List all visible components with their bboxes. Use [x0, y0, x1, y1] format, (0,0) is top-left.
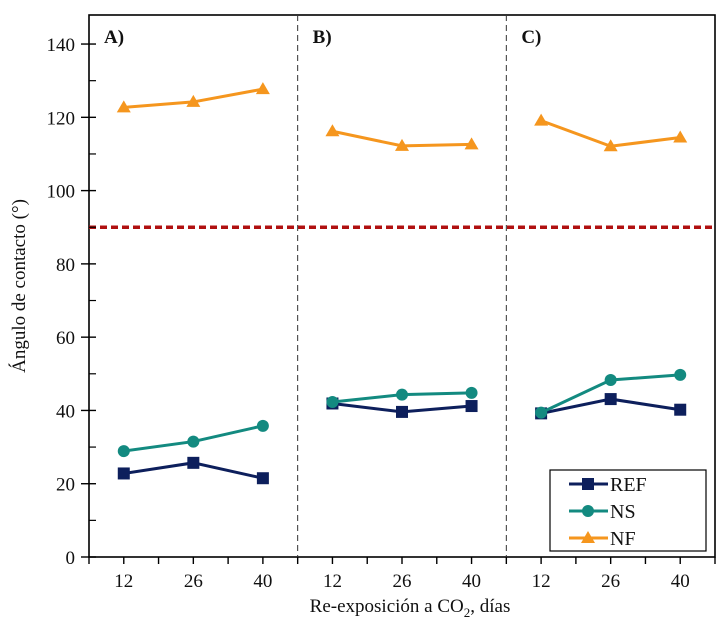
y-tick-label: 120: [47, 108, 76, 129]
data-point-ref: [256, 472, 269, 485]
y-tick-label: 140: [47, 35, 76, 56]
data-point-ref: [396, 405, 408, 418]
data-point-ns: [256, 419, 269, 432]
data-point-ns: [187, 435, 200, 448]
y-tick-label: 100: [47, 182, 76, 203]
data-point-ns: [117, 445, 130, 458]
legend-item-ns: NS: [569, 501, 636, 523]
panel-label: C): [521, 27, 541, 48]
y-tick-label: 0: [66, 548, 76, 569]
legend-label: NS: [610, 501, 636, 523]
data-point-nf: [116, 100, 131, 113]
axes: 0 20 40 60 80 100 120 140 12 26 40 12 26 40 12 26 40: [47, 35, 716, 592]
x-tick-label: 26: [184, 571, 203, 592]
series-nf: [116, 82, 688, 152]
series-ns: [117, 368, 687, 458]
series-group: [116, 82, 688, 485]
panel-label: A): [104, 27, 124, 48]
data-point-nf: [673, 130, 688, 143]
y-tick-label: 40: [56, 401, 75, 422]
y-tick-label: 20: [56, 475, 75, 496]
panel-labels: A) B) C): [104, 27, 541, 48]
data-point-ref: [117, 467, 130, 480]
x-axis-title-subscript: 2: [464, 605, 471, 620]
data-point-nf: [603, 139, 618, 152]
data-point-ns: [674, 368, 687, 381]
legend-label: REF: [610, 474, 647, 496]
data-point-nf: [186, 94, 201, 107]
x-tick-label: 12: [532, 571, 551, 592]
x-axis-title: Re-exposición a CO2, días: [310, 596, 511, 620]
x-tick-label: 26: [393, 571, 412, 592]
x-tick-label: 40: [253, 571, 272, 592]
y-tick-label: 80: [56, 255, 75, 276]
data-point-ns: [396, 388, 408, 401]
data-point-ns: [465, 386, 478, 399]
data-point-ref: [187, 456, 200, 469]
legend-marker-triangle: [581, 531, 595, 543]
y-axis-title: Ángulo de contacto (°): [8, 199, 30, 373]
data-point-ref: [674, 403, 687, 416]
data-point-nf: [255, 82, 270, 95]
x-tick-label: 12: [323, 571, 342, 592]
x-tick-label: 40: [671, 571, 690, 592]
legend-marker-circle: [582, 505, 594, 517]
data-point-ref: [465, 400, 478, 413]
data-point-ns: [326, 396, 339, 409]
data-point-nf: [464, 137, 479, 150]
data-point-ns: [604, 374, 617, 387]
legend-item-ref: REF: [569, 474, 647, 496]
data-point-nf: [325, 124, 340, 137]
legend: REF NS NF: [549, 469, 707, 552]
data-point-ref: [604, 393, 617, 406]
legend-item-nf: NF: [569, 528, 636, 550]
x-axis-title-main: Re-exposición a CO: [310, 596, 464, 617]
legend-label: NF: [610, 528, 636, 550]
x-tick-label: 26: [601, 571, 620, 592]
x-tick-label: 12: [114, 571, 133, 592]
data-point-nf: [395, 138, 409, 151]
y-tick-label: 60: [56, 328, 75, 349]
data-point-ns: [535, 406, 548, 419]
legend-marker-square: [582, 478, 594, 490]
data-point-nf: [534, 113, 549, 126]
panel-label: B): [313, 27, 332, 48]
x-axis-title-suffix: , días: [470, 596, 510, 617]
x-tick-label: 40: [462, 571, 481, 592]
